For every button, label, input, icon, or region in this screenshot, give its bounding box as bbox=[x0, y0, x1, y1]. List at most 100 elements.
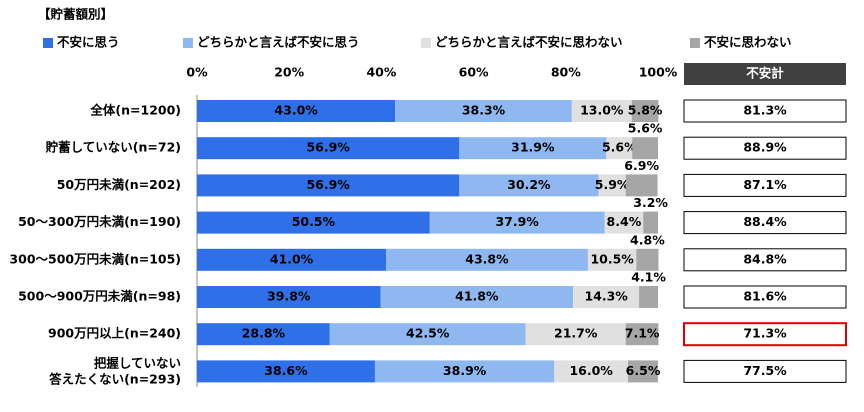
data-label: 5.9% bbox=[595, 177, 630, 192]
total-label: 81.6% bbox=[743, 289, 787, 304]
x-tick-label: 20% bbox=[274, 65, 304, 80]
bar-segment bbox=[606, 137, 633, 160]
data-label: 56.9% bbox=[306, 140, 350, 155]
bar-segment bbox=[631, 100, 659, 122]
bar-segment bbox=[598, 174, 626, 197]
bar-segment bbox=[643, 211, 658, 234]
data-label: 5.6% bbox=[628, 121, 663, 136]
category-label: 300～500万円未満(n=105) bbox=[9, 251, 181, 266]
data-label: 3.2% bbox=[633, 195, 668, 210]
bar-segment bbox=[197, 248, 387, 271]
bar-segment bbox=[632, 137, 658, 160]
data-label: 7.1% bbox=[625, 326, 660, 341]
data-label: 16.0% bbox=[569, 363, 613, 378]
bar-segment bbox=[459, 137, 607, 160]
total-box bbox=[683, 211, 847, 235]
bar-segment bbox=[625, 174, 658, 197]
legend-label: 不安に思う bbox=[57, 35, 120, 50]
data-label: 10.5% bbox=[590, 251, 634, 266]
bar-segment bbox=[395, 100, 572, 122]
data-label: 41.0% bbox=[270, 251, 314, 266]
data-label: 38.3% bbox=[462, 103, 506, 118]
data-label: 56.9% bbox=[306, 177, 350, 192]
data-label: 41.8% bbox=[455, 289, 499, 304]
legend-label: どちらかと言えば不安に思う bbox=[197, 35, 360, 50]
bar-segment bbox=[625, 323, 659, 346]
x-tick-label: 100% bbox=[639, 65, 678, 80]
subtitle: 【貯蓄額別】 bbox=[38, 7, 113, 22]
total-box bbox=[683, 173, 847, 197]
category-label: 900万円以上(n=240) bbox=[48, 326, 181, 341]
legend-swatch bbox=[43, 38, 53, 48]
bar-segment bbox=[636, 248, 659, 271]
bar-segment bbox=[386, 248, 588, 271]
data-label: 30.2% bbox=[507, 177, 551, 192]
data-label: 42.5% bbox=[406, 326, 450, 341]
data-label: 5.6% bbox=[602, 140, 637, 155]
data-label: 13.0% bbox=[580, 103, 624, 118]
category-label: 50万円未満(n=202) bbox=[57, 177, 181, 192]
category-label: 把握していない答えたくない(n=293) bbox=[49, 355, 181, 386]
data-label: 5.8% bbox=[628, 103, 663, 118]
data-label: 39.8% bbox=[267, 289, 311, 304]
bar-segment bbox=[380, 286, 574, 308]
legend-label: 不安に思わない bbox=[704, 35, 792, 50]
bar-segment bbox=[197, 137, 460, 160]
total-box bbox=[683, 248, 847, 272]
data-label: 6.5% bbox=[626, 363, 661, 378]
bar-segment bbox=[197, 100, 396, 122]
bar-segment bbox=[459, 174, 599, 197]
total-label: 84.8% bbox=[743, 251, 787, 266]
bar-segment bbox=[573, 286, 640, 308]
data-label: 28.8% bbox=[242, 326, 286, 341]
total-label: 81.3% bbox=[743, 103, 787, 118]
category-label: 貯蓄していない(n=72) bbox=[46, 140, 181, 155]
data-label: 8.4% bbox=[607, 214, 642, 229]
bar-segment bbox=[197, 174, 460, 197]
total-label: 71.3% bbox=[743, 326, 787, 341]
legend-swatch bbox=[183, 38, 193, 48]
x-tick-label: 60% bbox=[459, 65, 489, 80]
data-label: 38.6% bbox=[264, 363, 308, 378]
total-label: 77.5% bbox=[743, 363, 787, 378]
data-label: 6.9% bbox=[624, 158, 659, 173]
bar-segment bbox=[429, 211, 605, 234]
bar-segment bbox=[197, 286, 381, 308]
data-label: 43.0% bbox=[274, 103, 318, 118]
total-label: 87.1% bbox=[743, 177, 787, 192]
category-label: 全体(n=1200) bbox=[89, 103, 181, 118]
x-tick-label: 80% bbox=[551, 65, 581, 80]
totals-title: 不安計 bbox=[746, 66, 784, 81]
legend-swatch bbox=[421, 38, 431, 48]
data-label: 31.9% bbox=[511, 140, 555, 155]
data-label: 50.5% bbox=[292, 214, 336, 229]
category-label: 50～300万円未満(n=190) bbox=[18, 214, 181, 229]
bar-segment bbox=[197, 360, 375, 383]
total-box bbox=[683, 136, 847, 160]
bar-segment bbox=[329, 323, 526, 346]
bar-segment bbox=[571, 100, 632, 122]
legend-swatch bbox=[690, 38, 700, 48]
bar-segment bbox=[525, 323, 626, 346]
bar-segment bbox=[374, 360, 555, 383]
total-label: 88.4% bbox=[743, 214, 787, 229]
bar-segment bbox=[639, 286, 658, 308]
bar-segment bbox=[554, 360, 629, 383]
totals-header bbox=[684, 63, 846, 85]
total-box bbox=[683, 322, 847, 347]
total-box bbox=[683, 99, 847, 123]
bar-segment bbox=[628, 360, 658, 383]
data-label: 4.1% bbox=[631, 270, 666, 285]
x-tick-label: 40% bbox=[366, 65, 396, 80]
total-label: 88.9% bbox=[743, 140, 787, 155]
data-label: 38.9% bbox=[443, 363, 487, 378]
bar-segment bbox=[587, 248, 637, 271]
total-box bbox=[683, 285, 847, 309]
bar-segment bbox=[604, 211, 644, 234]
data-label: 14.3% bbox=[584, 289, 628, 304]
x-tick-label: 0% bbox=[186, 65, 208, 80]
data-label: 4.8% bbox=[630, 232, 665, 247]
data-label: 21.7% bbox=[554, 326, 598, 341]
category-label: 500～900万円未満(n=98) bbox=[18, 289, 181, 304]
